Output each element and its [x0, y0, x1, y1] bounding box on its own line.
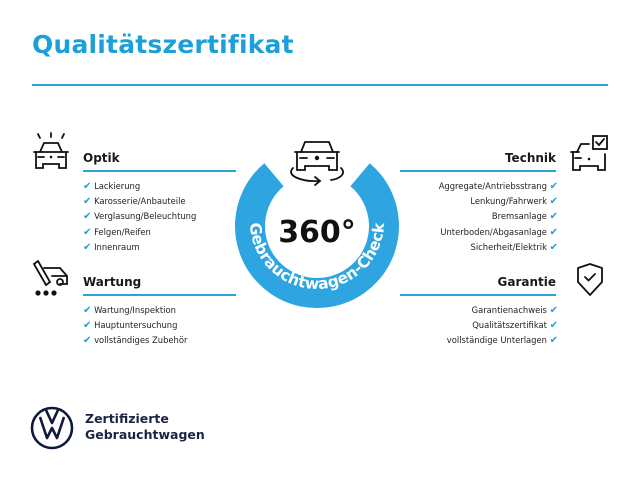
list-item: ✔ Verglasung/Beleuchtung: [83, 209, 196, 224]
item-label: Lackierung: [94, 181, 141, 191]
360-label: 360°: [278, 215, 356, 250]
wartung-heading: Wartung: [83, 275, 142, 289]
item-label: Hauptuntersuchung: [94, 320, 178, 331]
item-label: vollständige Unterlagen: [446, 335, 547, 346]
optik-divider: [83, 170, 236, 172]
wartung-list: ✔ Wartung/Inspektion ✔ Hauptuntersuchung…: [83, 303, 187, 349]
optik-list: ✔ Lackierung ✔ Karosserie/Anbauteile ✔ V…: [83, 179, 196, 255]
garantie-divider: [400, 294, 556, 296]
check-icon: ✔: [549, 226, 558, 238]
list-item: ✔ Felgen/Reifen: [83, 225, 196, 240]
item-label: Lenkung/Fahrwerk: [470, 196, 547, 207]
item-label: Unterboden/Abgasanlage: [440, 226, 547, 237]
item-label: Felgen/Reifen: [94, 226, 151, 237]
list-item: Unterboden/Abgasanlage ✔: [380, 225, 558, 240]
page-title: Qualitätszertifikat: [32, 30, 294, 59]
item-label: Aggregate/Antriebsstrang: [438, 181, 547, 191]
car-checkbox-icon: [570, 135, 608, 171]
360-check-badge: Gebrauchtwagen-Check 360°: [234, 141, 399, 309]
list-item: Garantienachweis ✔: [380, 303, 558, 318]
vw-logo: [30, 406, 74, 450]
optik-heading: Optik: [83, 151, 120, 165]
check-icon: ✔: [549, 196, 558, 208]
item-label: Sicherheit/Elektrik: [470, 241, 547, 252]
garantie-heading: Garantie: [497, 275, 557, 289]
check-icon: ✔: [83, 196, 92, 208]
technik-list: Aggregate/Antriebsstrang ✔ Lenkung/Fahrw…: [380, 179, 558, 255]
list-item: ✔ Wartung/Inspektion: [83, 303, 187, 318]
technik-heading: Technik: [504, 151, 556, 165]
check-icon: ✔: [83, 320, 92, 332]
list-item: Qualitätszertifikat ✔: [380, 318, 558, 333]
item-label: Bremsanlage: [491, 211, 547, 222]
list-item: Aggregate/Antriebsstrang ✔: [380, 179, 558, 194]
item-label: vollständiges Zubehör: [94, 335, 188, 346]
service-cart-icon: [32, 260, 68, 296]
list-item: ✔ Karosserie/Anbauteile: [83, 194, 196, 209]
list-item: ✔ Lackierung: [83, 179, 196, 194]
title-divider: [32, 84, 608, 86]
brand-text: Zertifizierte Gebrauchtwagen: [85, 411, 205, 443]
check-icon: ✔: [83, 335, 92, 347]
brand-line2: Gebrauchtwagen: [85, 427, 205, 442]
check-icon: ✔: [549, 320, 558, 332]
check-icon: ✔: [549, 181, 558, 192]
garantie-list: Garantienachweis ✔ Qualitätszertifikat ✔…: [380, 303, 558, 349]
item-label: Innenraum: [94, 241, 140, 252]
shield-check-icon: [577, 263, 603, 296]
brand-line1: Zertifizierte: [85, 411, 169, 426]
item-label: Karosserie/Anbauteile: [94, 196, 186, 207]
check-icon: ✔: [549, 241, 558, 253]
list-item: Lenkung/Fahrwerk ✔: [380, 194, 558, 209]
item-label: Verglasung/Beleuchtung: [94, 211, 197, 222]
check-ring: [234, 163, 399, 309]
check-icon: ✔: [549, 305, 558, 316]
check-icon: ✔: [549, 211, 558, 223]
check-icon: ✔: [549, 335, 558, 347]
check-icon: ✔: [83, 241, 92, 253]
check-icon: ✔: [83, 181, 92, 192]
list-item: Sicherheit/Elektrik ✔: [380, 240, 558, 255]
item-label: Qualitätszertifikat: [472, 320, 547, 331]
technik-divider: [400, 170, 556, 172]
list-item: Bremsanlage ✔: [380, 209, 558, 224]
wartung-divider: [83, 294, 236, 296]
check-icon: ✔: [83, 305, 92, 316]
car-lights-icon: [33, 132, 69, 169]
list-item: ✔ vollständiges Zubehör: [83, 333, 187, 348]
check-icon: ✔: [83, 226, 92, 238]
item-label: Wartung/Inspektion: [94, 305, 176, 315]
item-label: Garantienachweis: [471, 305, 547, 315]
list-item: ✔ Hauptuntersuchung: [83, 318, 187, 333]
list-item: vollständige Unterlagen ✔: [380, 333, 558, 348]
list-item: ✔ Innenraum: [83, 240, 196, 255]
check-icon: ✔: [83, 211, 92, 223]
car-rotate-icon: [290, 141, 344, 186]
